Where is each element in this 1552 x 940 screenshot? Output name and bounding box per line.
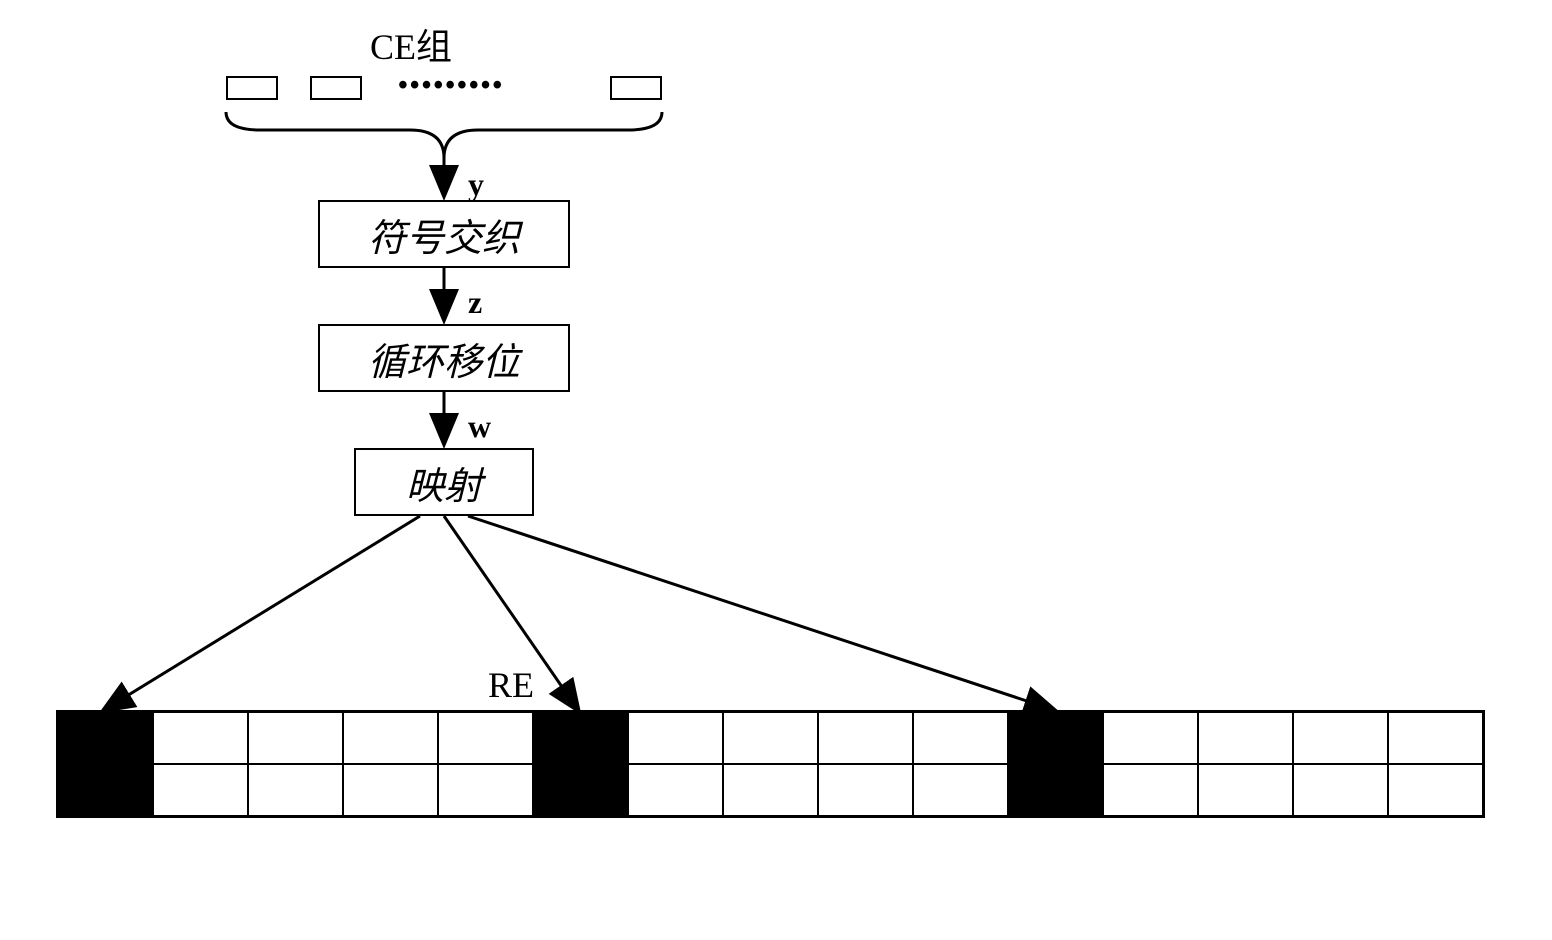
grid-cell: [1198, 764, 1293, 816]
box-cyclic-shift: 循环移位: [318, 324, 570, 392]
grid-cell: [248, 712, 343, 764]
grid-cell: [1293, 764, 1388, 816]
grid-cell: [58, 764, 153, 816]
grid-cell: [1293, 712, 1388, 764]
grid-cell: [628, 712, 723, 764]
grid-cell: [533, 712, 628, 764]
grid-cell: [58, 712, 153, 764]
grid-cell: [1103, 764, 1198, 816]
box-symbol-interleave: 符号交织: [318, 200, 570, 268]
grid-cell: [343, 712, 438, 764]
grid-cell: [153, 764, 248, 816]
grid-cell: [818, 764, 913, 816]
grid-cell: [1008, 712, 1103, 764]
box-mapping: 映射: [354, 448, 534, 516]
grid-cell: [1388, 764, 1483, 816]
grid-cell: [343, 764, 438, 816]
grid-cell: [913, 764, 1008, 816]
grid-cell: [533, 764, 628, 816]
label-y: y: [468, 166, 484, 203]
label-z: z: [468, 284, 482, 321]
grid-cell: [818, 712, 913, 764]
grid-cell: [1008, 764, 1103, 816]
grid-cell: [1388, 712, 1483, 764]
diagram-canvas: CE组 ••••••••• y z w 符号交织 循环移位 映射 RE: [0, 0, 1552, 940]
grid-cell: [1103, 712, 1198, 764]
re-label: RE: [488, 664, 534, 706]
grid-cell: [438, 712, 533, 764]
grid-cell: [1198, 712, 1293, 764]
grid-cell: [248, 764, 343, 816]
label-w: w: [468, 408, 491, 445]
grid-cell: [723, 712, 818, 764]
grid-cell: [153, 712, 248, 764]
grid-cell: [913, 712, 1008, 764]
grid-cell: [438, 764, 533, 816]
grid-cell: [723, 764, 818, 816]
grid-cell: [628, 764, 723, 816]
